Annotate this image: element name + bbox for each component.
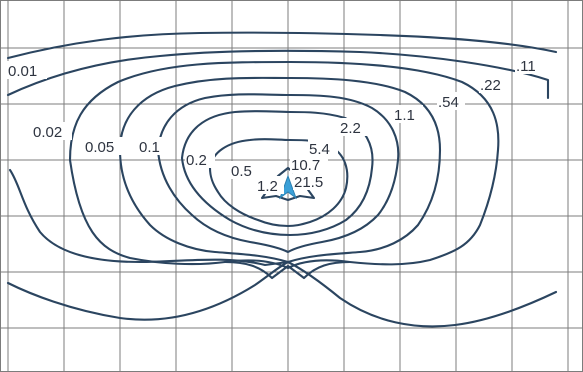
- contour-labels: 0.01 0.02 0.05 0.1 0.2 0.5 1.2 21.5 10.7…: [7, 56, 543, 195]
- label-5.4: 5.4: [309, 141, 330, 158]
- contour-outer-top: [6, 31, 558, 60]
- contour-0.2: [156, 93, 400, 254]
- contour-0.05: [68, 60, 500, 270]
- label-0.1: 0.1: [139, 139, 160, 156]
- label-.11: .11: [516, 58, 536, 75]
- label-0.2: 0.2: [186, 152, 207, 169]
- label-1.2: 1.2: [257, 178, 278, 195]
- label-1.1: 1.1: [394, 107, 415, 124]
- label-0.02: 0.02: [33, 124, 62, 141]
- contour-lines: [6, 31, 558, 328]
- label-.54: .54: [438, 94, 459, 111]
- contour-0.02: [6, 49, 550, 100]
- label-0.5: 0.5: [231, 163, 252, 180]
- label-21.5: 21.5: [294, 174, 323, 191]
- label-0.05: 0.05: [85, 139, 114, 156]
- contour-left-outer: [8, 168, 290, 267]
- contour-1.2: [208, 138, 349, 228]
- label-10.7: 10.7: [291, 157, 320, 174]
- contour-0.1: [118, 76, 442, 264]
- label-.22: .22: [480, 77, 501, 94]
- label-2.2: 2.2: [340, 120, 361, 137]
- contour-cusp: [223, 260, 352, 280]
- contour-right-lower: [286, 260, 558, 328]
- contour-0.5: [180, 110, 374, 237]
- contour-left-lower: [6, 260, 290, 321]
- label-0.01: 0.01: [8, 63, 37, 80]
